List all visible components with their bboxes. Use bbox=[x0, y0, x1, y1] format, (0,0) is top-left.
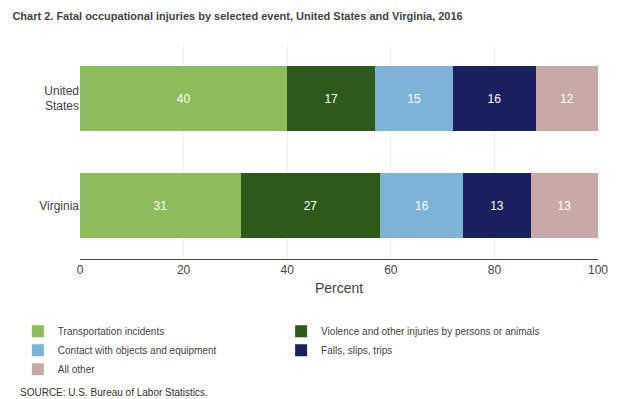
svg-text:0: 0 bbox=[77, 263, 84, 277]
svg-text:31: 31 bbox=[153, 199, 167, 213]
svg-text:13: 13 bbox=[557, 199, 571, 213]
svg-text:40: 40 bbox=[281, 263, 295, 277]
svg-text:100: 100 bbox=[588, 263, 608, 277]
svg-text:Contact with objects and equip: Contact with objects and equipment bbox=[58, 345, 217, 356]
svg-text:Percent: Percent bbox=[315, 280, 363, 296]
svg-text:Transportation incidents: Transportation incidents bbox=[58, 326, 164, 337]
svg-text:27: 27 bbox=[304, 199, 318, 213]
svg-text:16: 16 bbox=[488, 92, 502, 106]
svg-text:16: 16 bbox=[415, 199, 429, 213]
svg-text:Falls, slips, trips: Falls, slips, trips bbox=[321, 345, 392, 356]
svg-text:Virginia: Virginia bbox=[39, 199, 79, 213]
svg-text:Violence and other injuries by: Violence and other injuries by persons o… bbox=[321, 326, 539, 337]
svg-text:17: 17 bbox=[324, 92, 338, 106]
svg-text:40: 40 bbox=[177, 92, 191, 106]
svg-text:80: 80 bbox=[488, 263, 502, 277]
svg-text:20: 20 bbox=[177, 263, 191, 277]
svg-text:Chart 2. Fatal occupational in: Chart 2. Fatal occupational injuries by … bbox=[12, 10, 462, 22]
svg-text:60: 60 bbox=[384, 263, 398, 277]
svg-text:15: 15 bbox=[407, 92, 421, 106]
svg-text:12: 12 bbox=[560, 92, 574, 106]
svg-text:UnitedStates: UnitedStates bbox=[44, 84, 79, 114]
svg-text:SOURCE: U.S. Bureau of Labor S: SOURCE: U.S. Bureau of Labor Statistics. bbox=[20, 387, 208, 398]
svg-text:13: 13 bbox=[490, 199, 504, 213]
svg-text:All other: All other bbox=[58, 364, 95, 375]
